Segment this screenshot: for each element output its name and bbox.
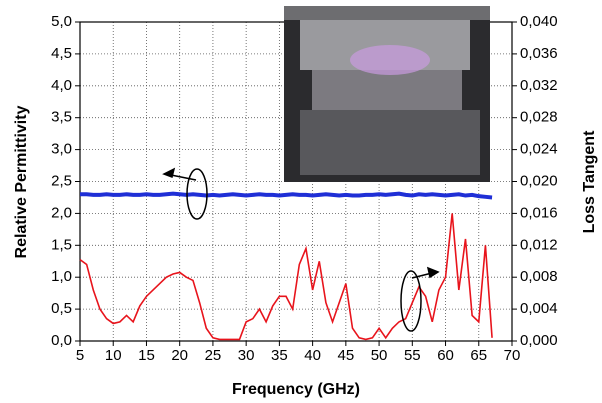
y-tick-label: 4,0 [51, 77, 72, 94]
annotations [162, 167, 440, 332]
y2-tick-label: 0,008 [520, 268, 558, 285]
x-tick-label: 65 [470, 347, 487, 364]
data-line [79, 213, 493, 341]
y-tick-label: 3,5 [51, 109, 72, 126]
x-tick-label: 10 [105, 347, 122, 364]
x-tick-label: 5 [76, 347, 84, 364]
y2-tick-label: 0,032 [520, 77, 558, 94]
y-tick-label: 0,5 [51, 300, 72, 317]
x-tick-label: 30 [238, 347, 255, 364]
y-tick-label: 3,0 [51, 141, 72, 158]
x-tick-label: 40 [304, 347, 321, 364]
x-tick-label: 35 [271, 347, 288, 364]
x-tick-label: 15 [138, 347, 155, 364]
y-tick-label: 4,5 [51, 45, 72, 62]
x-axis-title: Frequency (GHz) [232, 381, 360, 398]
y-tick-label: 2,5 [51, 172, 72, 189]
x-tick-label: 55 [404, 347, 421, 364]
y2-tick-label: 0,028 [520, 109, 558, 126]
y2-tick-label: 0,012 [520, 236, 558, 253]
inset-photo [284, 6, 490, 182]
x-tick-label: 70 [504, 347, 521, 364]
y-axis-title: Relative Permittivity [13, 105, 30, 258]
y2-tick-label: 0,020 [520, 172, 558, 189]
x-tick-label: 50 [371, 347, 388, 364]
y-tick-label: 5,0 [51, 13, 72, 30]
y-tick-label: 2,0 [51, 204, 72, 221]
y2-tick-label: 0,040 [520, 13, 558, 30]
y2-tick-label: 0,000 [520, 332, 558, 349]
y-tick-label: 1,5 [51, 236, 72, 253]
y2-tick-label: 0,024 [520, 141, 558, 158]
data-line [80, 191, 493, 200]
y2-tick-label: 0,036 [520, 45, 558, 62]
x-tick-label: 20 [171, 347, 188, 364]
y2-axis-title: Loss Tangent [581, 130, 598, 233]
y-tick-label: 1,0 [51, 268, 72, 285]
x-tick-label: 25 [205, 347, 222, 364]
y-tick-label: 0,0 [51, 332, 72, 349]
y2-tick-label: 0,016 [520, 204, 558, 221]
x-tick-label: 60 [437, 347, 454, 364]
x-tick-label: 45 [338, 347, 355, 364]
y2-tick-label: 0,004 [520, 300, 558, 317]
